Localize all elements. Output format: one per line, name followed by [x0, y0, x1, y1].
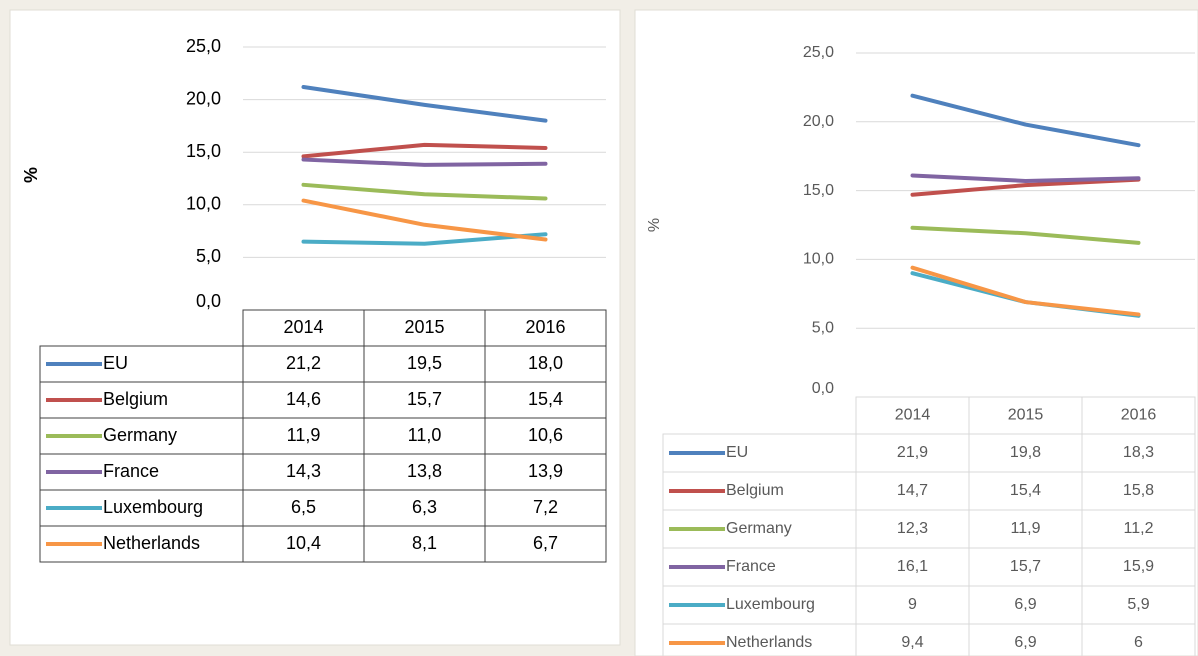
data-label: 10,6 — [528, 425, 563, 445]
data-label: 15,8 — [1123, 482, 1154, 499]
data-label: 15,7 — [1010, 558, 1041, 575]
legend-label: Netherlands — [726, 634, 812, 651]
y-tick-label: 15,0 — [186, 141, 221, 161]
data-label: 9,4 — [901, 634, 923, 651]
data-label: 19,8 — [1010, 444, 1041, 461]
data-label: 10,4 — [286, 533, 321, 553]
series-line — [910, 225, 1141, 245]
series-line — [301, 182, 548, 201]
legend-label: France — [726, 558, 776, 575]
x-tick-label: 2014 — [895, 407, 931, 424]
data-label: 14,6 — [286, 389, 321, 409]
data-label: 8,1 — [412, 533, 437, 553]
data-label: 18,0 — [528, 353, 563, 373]
data-label: 6 — [1134, 634, 1143, 651]
data-label: 13,9 — [528, 461, 563, 481]
y-axis-label: % — [646, 218, 663, 232]
series-line — [301, 142, 548, 159]
x-tick-label: 2016 — [1121, 407, 1157, 424]
data-label: 9 — [908, 596, 917, 613]
data-label: 11,0 — [408, 425, 442, 445]
legend-label: France — [103, 461, 159, 481]
data-label: 6,5 — [291, 497, 316, 517]
y-tick-label: 25,0 — [186, 36, 221, 56]
data-label: 13,8 — [407, 461, 442, 481]
data-label: 14,7 — [897, 482, 928, 499]
data-label: 11,9 — [287, 425, 321, 445]
data-label: 6,3 — [412, 497, 437, 517]
y-axis-label: % — [21, 167, 41, 183]
data-label: 12,3 — [897, 520, 928, 537]
series-line — [910, 173, 1141, 183]
legend-label: Germany — [103, 425, 177, 445]
x-tick-label: 2016 — [525, 317, 565, 337]
legend-label: Germany — [726, 520, 792, 537]
series-line — [910, 265, 1141, 317]
series-line — [301, 157, 548, 167]
y-tick-label: 25,0 — [803, 44, 834, 61]
x-tick-label: 2014 — [283, 317, 323, 337]
data-label: 15,4 — [528, 389, 563, 409]
data-label: 5,9 — [1127, 596, 1149, 613]
legend-label: Belgium — [726, 482, 784, 499]
y-tick-label: 10,0 — [803, 251, 834, 268]
data-label: 21,2 — [286, 353, 321, 373]
data-label: 21,9 — [897, 444, 928, 461]
y-tick-label: 0,0 — [812, 380, 834, 397]
legend-label: Netherlands — [103, 533, 200, 553]
series-line — [301, 198, 548, 242]
data-label: 6,9 — [1014, 634, 1036, 651]
y-tick-label: 0,0 — [196, 291, 221, 311]
data-label: 11,2 — [1124, 520, 1154, 537]
series-line — [301, 232, 548, 246]
y-tick-label: 20,0 — [803, 113, 834, 130]
y-tick-label: 10,0 — [186, 194, 221, 214]
legend-label: EU — [726, 444, 748, 461]
data-label: 11,9 — [1011, 520, 1041, 537]
data-label: 15,7 — [407, 389, 442, 409]
series-line — [910, 93, 1141, 148]
legend-label: Luxembourg — [726, 596, 815, 613]
data-label: 16,1 — [897, 558, 928, 575]
legend-label: Luxembourg — [103, 497, 203, 517]
legend-label: Belgium — [103, 389, 168, 409]
y-tick-label: 5,0 — [196, 246, 221, 266]
data-label: 15,9 — [1123, 558, 1154, 575]
legend-label: EU — [103, 353, 128, 373]
data-label: 18,3 — [1123, 444, 1154, 461]
x-tick-label: 2015 — [404, 317, 444, 337]
data-label: 6,7 — [533, 533, 558, 553]
data-label: 15,4 — [1010, 482, 1041, 499]
data-label: 7,2 — [533, 497, 558, 517]
data-label: 6,9 — [1014, 596, 1036, 613]
y-tick-label: 5,0 — [812, 319, 834, 336]
y-tick-label: 20,0 — [186, 88, 221, 108]
data-label: 14,3 — [286, 461, 321, 481]
y-tick-label: 15,0 — [803, 182, 834, 199]
series-line — [301, 84, 548, 123]
x-tick-label: 2015 — [1008, 407, 1044, 424]
series-line — [910, 177, 1141, 197]
data-label: 19,5 — [407, 353, 442, 373]
